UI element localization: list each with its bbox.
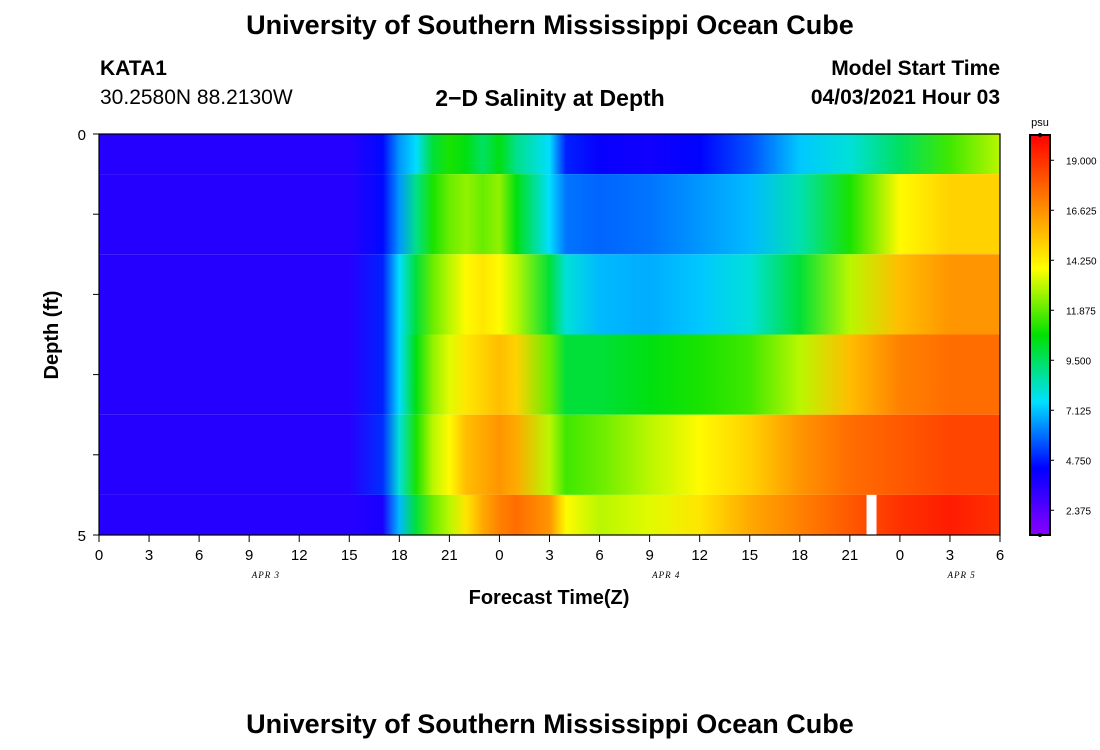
x-tick-label: 9 [245, 547, 253, 564]
y-tick-label: 0 [78, 127, 86, 144]
x-tick-label: 6 [996, 547, 1004, 564]
x-tick-label: 21 [841, 547, 858, 564]
x-tick-label: 6 [595, 547, 603, 564]
y-axis-label: Depth (ft) [41, 291, 63, 380]
x-tick-label: 3 [946, 547, 954, 564]
x-tick-label: 12 [291, 547, 308, 564]
x-tick-label: 12 [691, 547, 708, 564]
x-tick-label: 0 [495, 547, 503, 564]
date-labels: APR 3 APR 4 APR 5 [251, 570, 976, 580]
x-tick-label: 6 [195, 547, 203, 564]
heatmap-layer [99, 414, 1000, 495]
station-id: KATA1 [100, 57, 167, 80]
colorbar-end-marker [1038, 133, 1042, 137]
colorbar-tick-label: 11.875 [1066, 306, 1096, 317]
colorbar-tick-label: 19.000 [1066, 156, 1097, 167]
missing-data-bar [866, 494, 877, 535]
colorbar-scale [1029, 134, 1051, 536]
heatmap-layer [99, 334, 1000, 415]
heatmap-layer [99, 494, 1000, 535]
y-tick-label: 5 [78, 528, 86, 545]
x-axis-label: Forecast Time(Z) [469, 587, 630, 609]
x-tick-label: 3 [545, 547, 553, 564]
heatmap-layer [99, 174, 1000, 255]
x-tick-label: 18 [791, 547, 808, 564]
x-axis: 0 3 6 9 12 15 18 21 0 3 6 9 12 15 18 21 0 3 6 [95, 535, 1004, 564]
heatmap-layer [99, 254, 1000, 335]
colorbar-unit: psu [1031, 117, 1049, 129]
colorbar-tick-label: 2.375 [1066, 506, 1091, 517]
x-tick-label: 0 [896, 547, 904, 564]
colorbar-end-marker [1038, 533, 1042, 537]
colorbar-tick-label: 16.625 [1066, 206, 1097, 217]
heatmap-layer [99, 134, 1000, 175]
x-tick-label: 15 [741, 547, 758, 564]
x-tick-label: 3 [145, 547, 153, 564]
date-label: APR 3 [251, 570, 280, 580]
heatmap-cells [99, 134, 1000, 535]
x-tick-label: 15 [341, 547, 358, 564]
colorbar-tick-label: 7.125 [1066, 406, 1091, 417]
x-tick-label: 18 [391, 547, 408, 564]
model-start-label: Model Start Time [831, 57, 1000, 80]
x-tick-label: 21 [441, 547, 458, 564]
x-tick-label: 9 [645, 547, 653, 564]
y-axis: 05 [78, 127, 99, 545]
plot-title: 2−D Salinity at Depth [435, 85, 665, 111]
x-tick-label: 0 [95, 547, 103, 564]
footer-title: University of Southern Mississippi Ocean… [246, 709, 854, 739]
date-label: APR 4 [651, 570, 680, 580]
colorbar-tick-label: 14.250 [1066, 256, 1097, 267]
page-title: University of Southern Mississippi Ocean… [246, 10, 854, 40]
model-start-value: 04/03/2021 Hour 03 [810, 86, 1000, 109]
colorbar-tick-label: 4.750 [1066, 456, 1091, 467]
colorbar: psu 19.000 16.625 14.250 11.875 9.500 7.125 4.7… [1029, 117, 1097, 537]
date-label: APR 5 [947, 570, 976, 580]
station-coordinates: 30.2580N 88.2130W [100, 86, 293, 109]
colorbar-tick-label: 9.500 [1066, 356, 1091, 367]
